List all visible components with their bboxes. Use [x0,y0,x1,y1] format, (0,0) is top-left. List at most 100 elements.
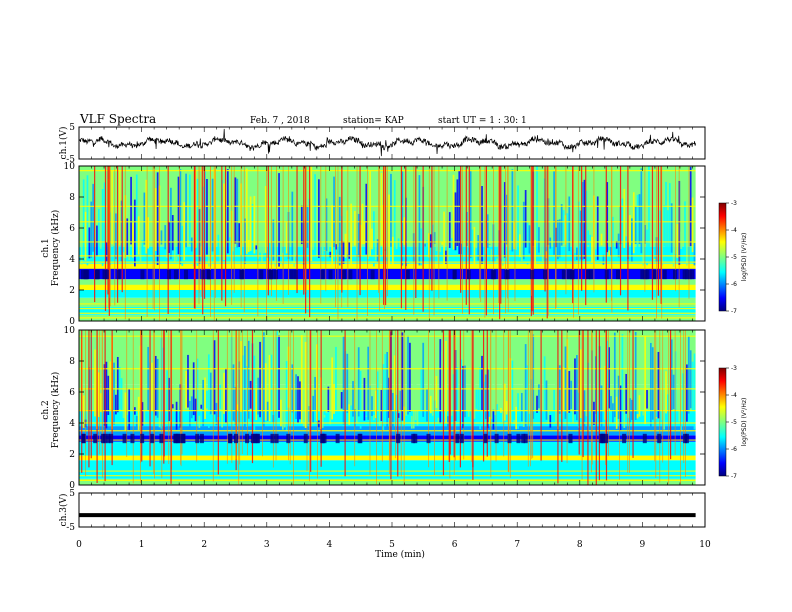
ch1-spectrogram-lowband-patch [543,269,548,280]
ch1-spectrogram-texture [591,236,593,263]
ch2-spectrogram-lowband-patch [109,433,114,444]
ch2-spectrogram-texture [447,416,449,428]
ch2-spectrogram-texture [579,349,582,419]
ch1-spectrogram-texture [96,225,98,257]
ch1-spectrogram-texture [333,176,335,248]
ch2-spectrogram-texture [283,388,286,428]
ch1-spectrogram-band [79,279,705,286]
ch2-spectrogram-texture [151,362,153,411]
ch2-spectrogram-texture [462,365,464,429]
ch1-spectrogram-texture [545,251,548,259]
ch1-spectrogram-texture [128,196,131,261]
ch1-spectrogram-texture [684,201,686,263]
ch2-spectrogram-texture [418,414,421,424]
ch1-spectrogram-texture [101,188,104,266]
ch1-spectrogram-texture [236,178,239,248]
ch2-spectrogram-texture [207,354,210,428]
ch2-spectrogram-texture [452,374,455,425]
ch2-spectrogram-texture [564,346,567,419]
ch1-spectrogram-ytick-label: 2 [69,286,75,296]
ch1-spectrogram-texture [226,169,229,254]
ch1-spectrogram-texture [450,238,453,248]
ch2-spectrogram-texture [464,365,466,418]
ch2-spectrogram-texture [314,376,316,412]
time-axis: 0 1 2 3 4 5 6 7 8 9 10 [76,540,711,550]
ch2-spectrogram-texture [583,390,586,429]
ch1-voltage-label: ch.1(V) [58,127,69,160]
ch1-spectrogram-lowband-patch [566,269,571,280]
ch1-waveform-panel: 5 -5 [66,123,706,165]
ch3-waveform-ytick-label: 5 [69,489,75,499]
ch2-spectrogram-lowband-patch [177,433,182,444]
ch2-spectrogram-texture [636,414,639,419]
ch2-spectrogram-lowband-patch [199,433,204,444]
ch2-spectrogram-texture [405,410,407,416]
ch2-spectrogram-texture [631,399,633,420]
ch1-spectrogram-texture [608,250,610,257]
ch1-spectrogram-lowband-patch [201,269,206,280]
ch2-spectrogram-texture [484,374,487,420]
ch1-spectrogram-texture [88,227,91,259]
ch2-spectrogram-texture [693,353,696,430]
ch1-spectrogram-texture [318,179,320,258]
ch1-spectrogram-texture [118,170,121,246]
ch2-colorbar: log(PSD) (V²/Hz) -3 -4 -5 -6 -7 [718,365,748,480]
ch1-spectrogram-texture [348,241,351,259]
ch2-spectrogram-lowband-patch [130,433,135,444]
ch1-spectrogram-texture [285,222,288,254]
ch1-spectrogram-texture [177,176,180,255]
ch2-spectrogram-texture [335,346,337,426]
ch2-spectrogram-lowband-patch [270,433,275,444]
ch1-spectrogram-texture [232,210,235,252]
ch2-spectrogram-lowband-patch [303,433,308,444]
ch2-spectrogram-texture [545,380,548,420]
ch2-spectrogram-lowband-patch [568,433,573,444]
ch1-spectrogram-no-data [695,166,705,321]
ch2-spectrogram-texture [141,402,144,426]
ch2-spectrogram-lowband-patch [159,433,164,444]
ch1-spectrogram-texture [612,216,614,254]
ch2-spectrogram-texture [642,386,645,416]
ch2-spectrogram-texture [160,337,163,429]
ch2-spectrogram-texture [299,381,301,420]
ch1-spectrogram-lowband-patch [206,269,211,280]
ch2-spectrogram-texture [280,399,282,427]
ch1-spectrogram-texture [245,168,248,254]
ch1-spectrogram-texture [185,173,187,248]
ch1-spectrogram-texture [665,181,667,253]
ch2-spectrogram-texture [257,377,260,415]
ch2-spectrogram-texture [407,335,409,415]
ch1-spectrogram-texture [350,203,352,267]
x-axis-label: Time (min) [375,549,425,560]
ch1-spectrogram-texture [579,210,582,260]
ch1-spectrogram-texture [80,197,83,265]
ch2-spectrogram-texture [105,361,108,429]
ch2-spectrogram-texture [158,340,161,428]
ch2-spectrogram-lowband-patch [507,433,512,444]
ch2-spectrogram-texture [384,353,387,415]
ch1-spectrogram-texture [418,175,421,266]
ch2-spectrogram-band [79,435,705,442]
header-date: Feb. 7 , 2018 [250,116,310,126]
ch1-spectrogram-lowband-patch [616,269,621,280]
ch2-spectrogram-texture [219,384,222,409]
ch2-spectrogram-texture [686,364,688,422]
ch1-spectrogram-texture [602,254,605,265]
ch1-spectrogram-texture [278,173,280,267]
ch2-spectrogram-texture [380,389,383,421]
ch2-spectrogram-texture [386,352,389,430]
ch2-spectrogram-texture [475,388,478,409]
ch1-spectrogram-texture [151,250,153,257]
ch2-spectrogram-texture [164,420,167,427]
ch1-spectrogram-texture [388,194,390,265]
ch1-spectrogram-texture [557,219,559,260]
ch1-spectrogram-texture [280,235,282,257]
ch1-spectrogram-lowband-patch [85,269,90,280]
ch1-spectrogram-texture [634,206,637,245]
x-tick-label: 7 [514,540,520,550]
ch1-spectrogram-lowband-patch [104,269,109,280]
ch1-spectrogram-texture [420,228,423,266]
ch2-spectrogram-ytick-label: 0 [69,481,75,491]
ch1-spectrogram-texture [577,201,580,252]
